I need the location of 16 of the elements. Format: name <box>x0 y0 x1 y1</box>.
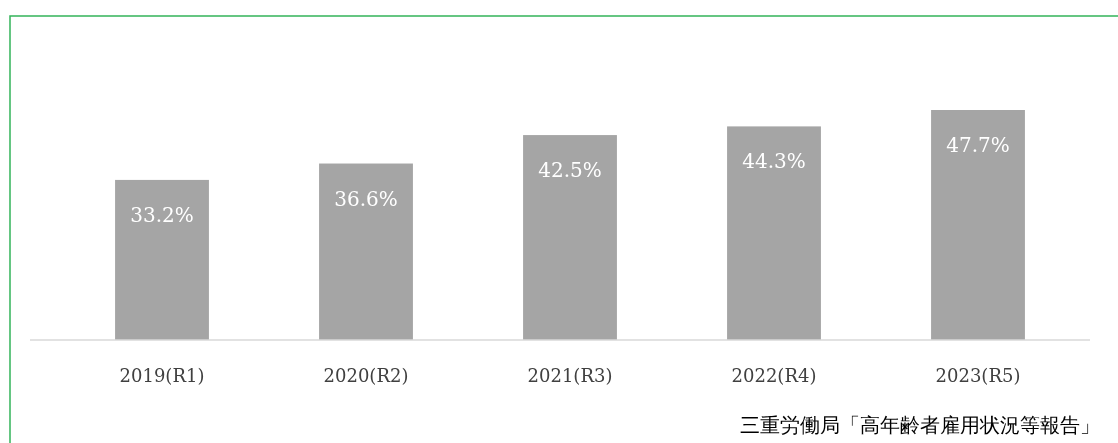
data-label: 33.2% <box>130 202 194 227</box>
data-label: 44.3% <box>742 149 806 174</box>
bar <box>523 135 617 340</box>
x-tick-label: 2020(R2) <box>323 365 409 386</box>
bar <box>931 110 1025 340</box>
data-label: 47.7% <box>946 133 1010 157</box>
bar <box>115 179 209 340</box>
bar <box>727 126 821 340</box>
data-label: 36.6% <box>334 186 398 211</box>
x-tick-label: 2022(R4) <box>731 365 817 386</box>
data-label: 42.5% <box>538 158 602 183</box>
text: 三重労働局「高年齢者雇用状況等報告」 <box>740 413 1100 437</box>
x-tick-label: 2019(R1) <box>119 365 205 386</box>
x-tick-label: 2023(R5) <box>935 365 1021 386</box>
x-tick-label: 2021(R3) <box>527 365 613 386</box>
bar <box>319 163 413 340</box>
